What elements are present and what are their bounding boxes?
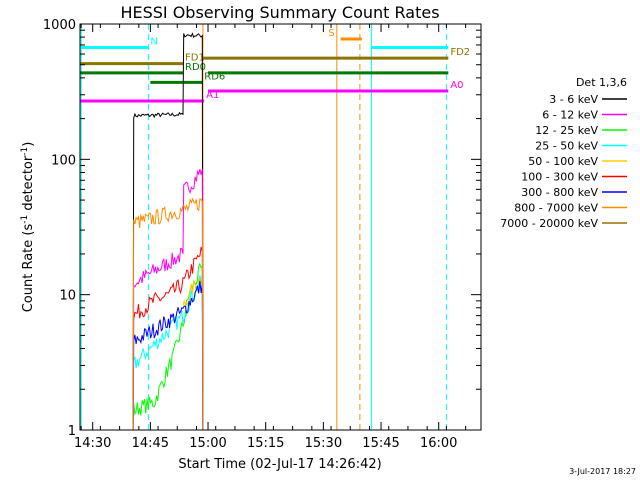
- series-line: [132, 168, 204, 431]
- x-axis-label: Start Time (02-Jul-17 14:26:42): [178, 457, 381, 472]
- x-tick-label: 16:00: [420, 436, 457, 451]
- flag-label: FD2: [450, 47, 470, 58]
- flag-label: A0: [450, 80, 463, 91]
- x-tick-label: 15:45: [362, 436, 399, 451]
- y-axis-label: Count Rate (s-1 detector-1): [20, 142, 36, 313]
- legend: Det 1,3,6 3 - 6 keV 6 - 12 keV 12 - 25 keV…: [500, 76, 627, 230]
- axes: 1 10 100 1000 14:30 14:45 15:00 15:15 15:30 15:45…: [43, 18, 481, 451]
- series-line: [182, 274, 203, 308]
- y-axis-label-part: ): [21, 142, 36, 147]
- flag-label: S: [328, 28, 334, 39]
- legend-label: 300 - 800 keV: [521, 186, 598, 199]
- flag-label: A1: [206, 90, 219, 101]
- flag-label: RD0: [185, 62, 206, 73]
- chart-title: HESSI Observing Summary Count Rates: [120, 3, 439, 22]
- x-tick-label: 14:30: [74, 436, 111, 451]
- series-line: [132, 280, 204, 431]
- legend-label: 25 - 50 keV: [535, 140, 598, 153]
- series-line: [132, 32, 204, 431]
- y-axis-label-part: detector: [21, 155, 36, 215]
- y-axis-label-exponent: -1: [20, 147, 30, 156]
- x-tick-label: 14:45: [132, 436, 169, 451]
- legend-title: Det 1,3,6: [576, 76, 627, 89]
- y-tick-label: 1: [68, 424, 76, 439]
- series-line: [132, 275, 204, 431]
- legend-label: 3 - 6 keV: [549, 93, 598, 106]
- legend-label: 12 - 25 keV: [535, 124, 598, 137]
- y-axis-label-exponent: -1: [20, 215, 30, 224]
- series-line: [132, 246, 204, 431]
- y-tick-label: 100: [51, 153, 76, 168]
- legend-label: 7000 - 20000 keV: [500, 217, 598, 230]
- series-line: [132, 197, 204, 431]
- plot-frame: [79, 23, 482, 431]
- legend-label: 6 - 12 keV: [542, 109, 598, 122]
- legend-label: 50 - 100 keV: [528, 155, 598, 168]
- legend-label: 100 - 300 keV: [521, 171, 598, 184]
- flag-label: N: [150, 37, 157, 48]
- legend-label: 800 - 7000 keV: [514, 202, 598, 215]
- flag-label: FD1: [185, 53, 205, 64]
- x-tick-label: 15:30: [305, 436, 342, 451]
- y-tick-label: 1000: [43, 18, 76, 33]
- date-stamp: 3-Jul-2017 18:27: [569, 467, 636, 476]
- x-tick-label: 15:00: [189, 436, 226, 451]
- y-axis-label-part: Count Rate (s: [21, 224, 36, 313]
- x-tick-label: 15:15: [247, 436, 284, 451]
- y-tick-label: 10: [59, 289, 76, 304]
- flag-label: RD6: [204, 71, 225, 82]
